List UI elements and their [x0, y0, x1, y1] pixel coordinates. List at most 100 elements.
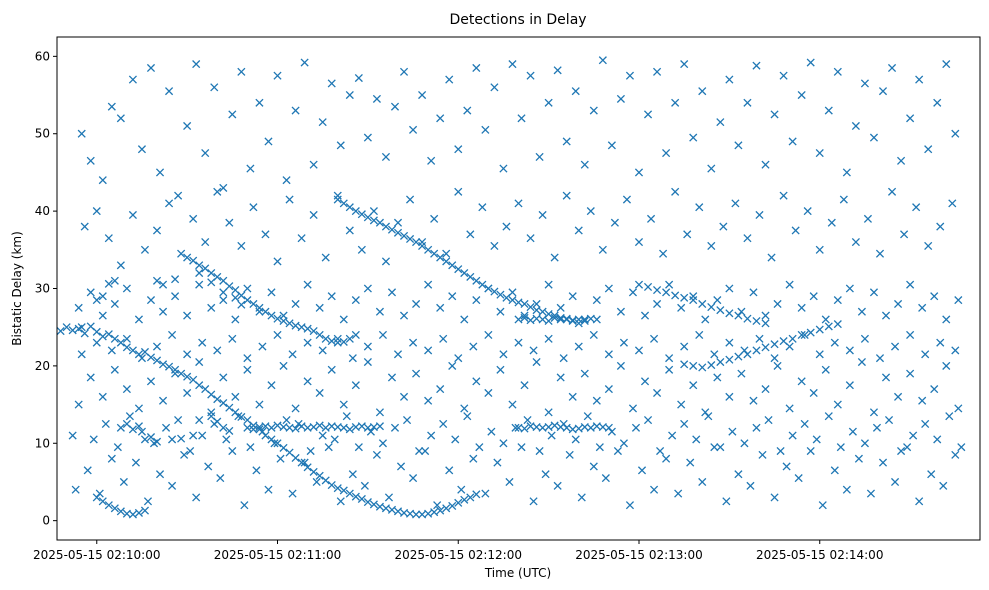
data-point: [116, 423, 125, 432]
data-point: [399, 67, 409, 76]
data-point: [725, 75, 734, 84]
data-point: [158, 396, 168, 405]
data-point: [640, 377, 650, 386]
data-point: [92, 207, 101, 216]
data-point: [104, 501, 113, 510]
data-point: [460, 315, 469, 324]
data-point: [345, 425, 354, 434]
data-point: [436, 114, 445, 123]
data-point: [454, 498, 463, 507]
data-point: [616, 94, 625, 103]
data-point: [207, 278, 216, 287]
data-point: [460, 495, 469, 504]
data-point: [689, 133, 698, 142]
data-point: [484, 284, 493, 293]
data-point: [794, 474, 803, 483]
data-point: [430, 249, 439, 258]
data-point: [903, 443, 912, 452]
data-point: [764, 415, 773, 425]
data-point: [195, 415, 204, 425]
data-point: [496, 290, 505, 299]
data-point: [243, 354, 252, 363]
data-point: [869, 133, 879, 142]
data-point: [562, 137, 571, 146]
data-point: [924, 145, 933, 154]
data-point: [845, 346, 854, 355]
y-tick-label: 30: [35, 282, 50, 296]
data-point: [363, 357, 372, 367]
data-point: [225, 403, 234, 412]
data-point: [890, 342, 900, 351]
data-point: [707, 241, 716, 250]
data-point: [198, 431, 207, 440]
y-tick-label: 40: [35, 204, 50, 218]
data-point: [866, 489, 876, 498]
data-point: [279, 443, 288, 452]
data-point: [592, 296, 601, 305]
data-point: [924, 241, 933, 250]
data-point: [565, 450, 574, 459]
data-point: [610, 218, 619, 227]
data-point: [80, 329, 89, 338]
data-point: [342, 412, 351, 421]
data-point: [219, 423, 228, 432]
data-point: [649, 485, 659, 494]
data-point: [933, 435, 942, 444]
data-point: [725, 338, 734, 347]
data-point: [258, 427, 267, 436]
data-point: [264, 485, 273, 494]
data-point: [122, 343, 131, 352]
data-point: [821, 315, 830, 324]
data-point: [680, 342, 689, 351]
data-point: [92, 327, 101, 336]
data-point: [330, 435, 339, 444]
data-point: [171, 275, 180, 284]
data-point: [939, 481, 948, 490]
data-point: [436, 303, 445, 312]
data-point: [210, 83, 219, 92]
x-tick-label: 2025-05-15 02:12:00: [395, 548, 522, 562]
data-point: [662, 149, 671, 158]
data-point: [315, 330, 324, 339]
data-point: [490, 241, 499, 250]
data-point: [746, 481, 755, 490]
data-point: [906, 114, 915, 123]
data-point: [442, 504, 451, 513]
data-point: [833, 400, 842, 409]
data-point: [592, 315, 601, 324]
data-point: [74, 400, 83, 409]
data-point: [824, 412, 833, 421]
data-point: [243, 284, 252, 293]
data-point: [288, 350, 297, 359]
data-point: [803, 207, 812, 216]
data-point: [767, 253, 776, 262]
data-point: [128, 210, 137, 220]
data-point: [86, 288, 95, 297]
data-point: [207, 303, 216, 312]
data-point: [951, 450, 960, 459]
data-point: [348, 354, 357, 363]
data-point: [728, 427, 737, 436]
data-point: [439, 419, 448, 428]
data-point: [327, 79, 336, 88]
data-point: [110, 334, 119, 343]
data-point: [351, 492, 360, 501]
data-point: [412, 238, 421, 247]
data-point: [680, 293, 689, 302]
data-point: [128, 75, 137, 84]
data-point: [806, 328, 815, 337]
x-tick-label: 2025-05-15 02:10:00: [33, 548, 160, 562]
data-point: [568, 392, 577, 401]
data-point: [689, 296, 698, 305]
data-point: [559, 419, 568, 428]
data-point: [110, 299, 119, 309]
data-point: [213, 346, 222, 355]
data-point: [523, 415, 532, 425]
data-point: [788, 334, 797, 343]
data-point: [842, 485, 851, 494]
data-point: [580, 369, 589, 378]
data-point: [318, 118, 327, 127]
data-point: [930, 292, 939, 301]
data-point: [207, 390, 216, 399]
data-point: [511, 423, 520, 432]
